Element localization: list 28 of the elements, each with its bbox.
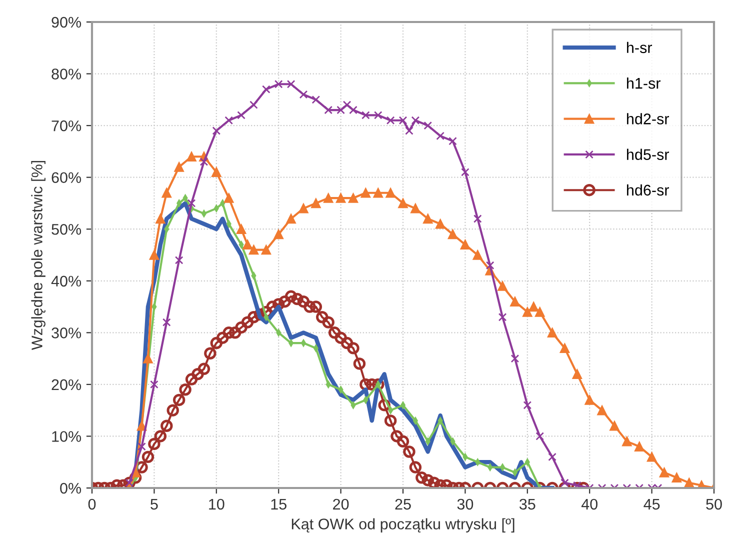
legend-label: hd2-sr <box>627 113 670 124</box>
y-tick-label: 80% <box>52 68 82 80</box>
y-tick-label: 0% <box>60 482 82 494</box>
x-tick-label: 5 <box>150 498 158 510</box>
legend-label: h-sr <box>627 42 652 54</box>
x-tick-label: 20 <box>333 498 349 510</box>
y-tick-label: 70% <box>52 120 82 132</box>
x-tick-label: 30 <box>457 498 474 510</box>
x-tick-label: 10 <box>209 498 224 510</box>
x-tick-label: 35 <box>519 498 536 510</box>
y-tick-label: 50% <box>52 224 82 235</box>
legend-label: hd5-sr <box>627 148 670 160</box>
y-tick-label: 40% <box>51 276 82 287</box>
x-axis-title: Kąt OWK od początku wtrysku [º] <box>292 518 514 532</box>
x-tick-label: 25 <box>395 498 411 510</box>
x-tick-label: 50 <box>706 498 722 510</box>
y-tick-label: 60% <box>52 172 82 184</box>
legend-label: hd6-sr <box>627 184 670 196</box>
y-tick-label: 20% <box>52 379 82 390</box>
legend-label: h1-sr <box>627 77 661 89</box>
y-axis-title: Względne pole warstwic [%] <box>31 160 46 350</box>
x-tick-label: 0 <box>88 498 96 510</box>
x-tick-label: 40 <box>581 498 598 510</box>
y-tick-label: 90% <box>52 16 82 28</box>
y-tick-label: 30% <box>52 328 82 338</box>
x-tick-label: 45 <box>644 498 660 510</box>
x-tick-label: 15 <box>271 498 286 510</box>
y-tick-label: 10% <box>52 431 82 442</box>
